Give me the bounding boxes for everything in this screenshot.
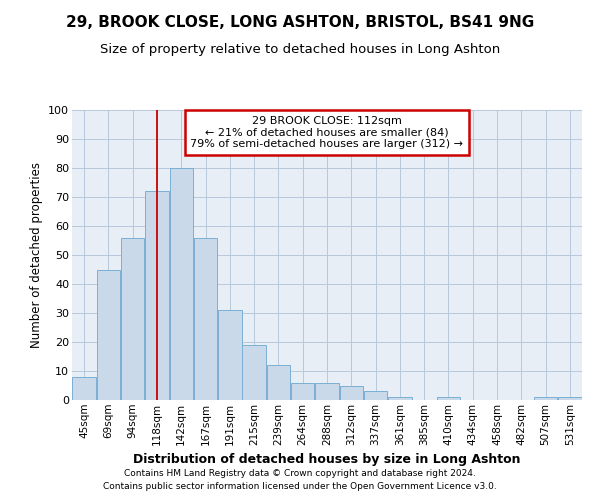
Bar [194,238,217,400]
Bar [242,345,266,400]
Y-axis label: Number of detached properties: Number of detached properties [29,162,43,348]
Text: Size of property relative to detached houses in Long Ashton: Size of property relative to detached ho… [100,42,500,56]
X-axis label: Distribution of detached houses by size in Long Ashton: Distribution of detached houses by size … [133,453,521,466]
Text: Contains HM Land Registry data © Crown copyright and database right 2024.: Contains HM Land Registry data © Crown c… [124,468,476,477]
Bar [97,270,120,400]
Bar [558,397,581,400]
Bar [121,238,145,400]
Bar [340,386,363,400]
Bar [266,365,290,400]
Text: Contains public sector information licensed under the Open Government Licence v3: Contains public sector information licen… [103,482,497,491]
Bar [315,382,339,400]
Bar [291,382,314,400]
Bar [145,191,169,400]
Bar [73,377,96,400]
Bar [437,397,460,400]
Bar [170,168,193,400]
Bar [218,310,242,400]
Bar [364,392,388,400]
Text: 29, BROOK CLOSE, LONG ASHTON, BRISTOL, BS41 9NG: 29, BROOK CLOSE, LONG ASHTON, BRISTOL, B… [66,15,534,30]
Bar [534,397,557,400]
Text: 29 BROOK CLOSE: 112sqm
← 21% of detached houses are smaller (84)
79% of semi-det: 29 BROOK CLOSE: 112sqm ← 21% of detached… [191,116,464,149]
Bar [388,397,412,400]
